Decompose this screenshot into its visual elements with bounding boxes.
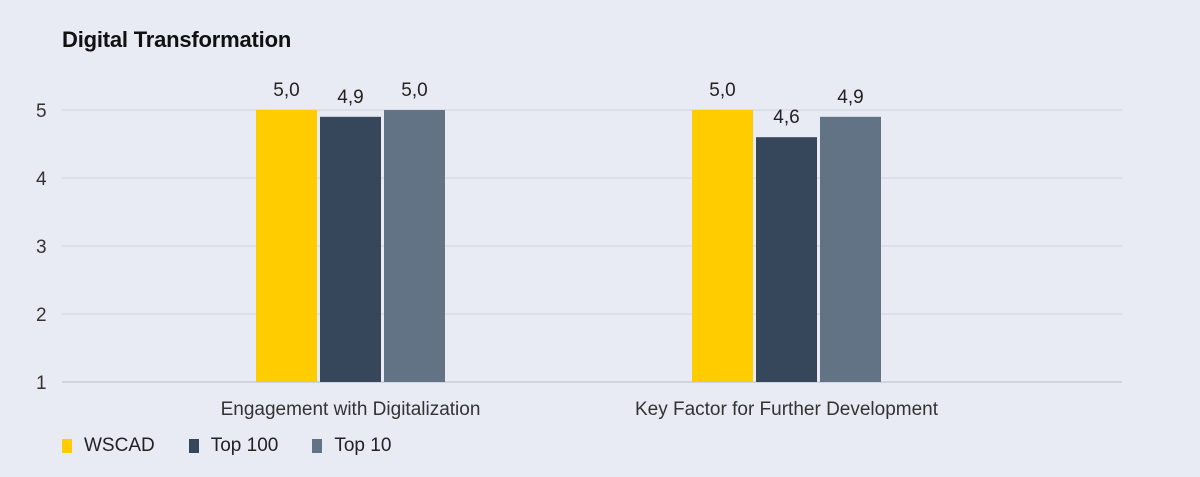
data-label: 5,0 bbox=[709, 80, 735, 101]
data-label: 4,9 bbox=[837, 87, 863, 108]
y-tick-label: 2 bbox=[36, 305, 47, 326]
legend-label: Top 10 bbox=[334, 435, 392, 456]
legend-swatch bbox=[312, 439, 323, 453]
legend-item: Top 10 bbox=[312, 435, 391, 457]
data-label: 5,0 bbox=[401, 80, 427, 101]
y-tick-label: 3 bbox=[36, 237, 47, 258]
y-tick-label: 1 bbox=[36, 373, 47, 394]
bar bbox=[384, 110, 445, 382]
x-category-label: Engagement with Digitalization bbox=[221, 399, 481, 420]
legend: WSCAD Top 100 Top 10 bbox=[62, 435, 425, 457]
legend-swatch bbox=[188, 439, 199, 453]
data-label: 5,0 bbox=[273, 80, 299, 101]
bar bbox=[320, 116, 381, 383]
data-label: 4,6 bbox=[773, 107, 799, 128]
legend-label: Top 100 bbox=[210, 435, 279, 456]
bar bbox=[256, 110, 317, 382]
x-category-label: Key Factor for Further Development bbox=[635, 399, 939, 420]
y-tick-label: 4 bbox=[36, 169, 47, 190]
data-label: 4,9 bbox=[337, 87, 363, 108]
y-tick-label: 5 bbox=[36, 101, 47, 122]
bar bbox=[692, 110, 753, 382]
chart-title: Digital Transformation bbox=[62, 27, 292, 52]
legend-item: WSCAD bbox=[62, 435, 155, 457]
legend-label: WSCAD bbox=[84, 435, 155, 456]
bar bbox=[756, 137, 817, 382]
bar bbox=[820, 116, 881, 383]
legend-item: Top 100 bbox=[188, 435, 279, 457]
legend-swatch bbox=[62, 439, 72, 453]
